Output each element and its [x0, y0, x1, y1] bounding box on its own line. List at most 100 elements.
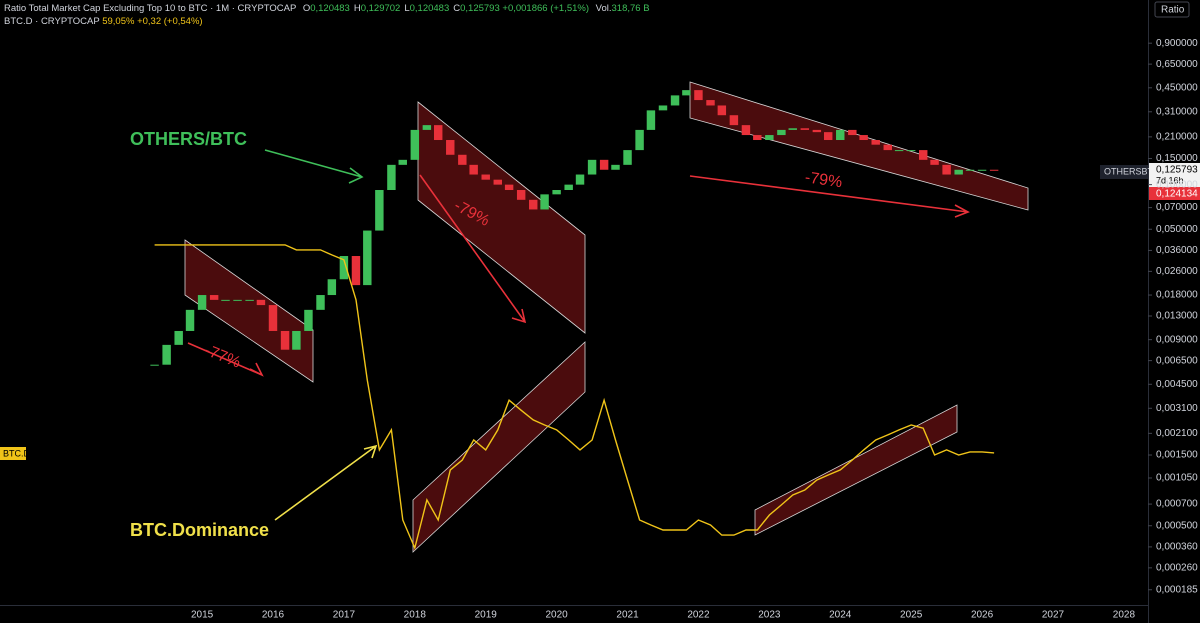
candle: [481, 174, 490, 180]
candle: [529, 199, 538, 210]
candle: [599, 159, 609, 170]
annotation: BTC.Dominance: [130, 520, 269, 540]
legend-title: Ratio Total Market Cap Excluding Top 10 …: [4, 3, 297, 14]
y-tick-label: 0,000500: [1156, 520, 1198, 531]
candle: [422, 125, 432, 130]
overlay-tag: [0, 447, 26, 460]
arrow: [274, 444, 378, 521]
candle: [635, 129, 644, 151]
channel: [689, 81, 1029, 211]
candle: [245, 299, 254, 301]
candle: [777, 129, 786, 136]
candle: [894, 150, 904, 152]
candle: [280, 330, 290, 350]
y-tick-label: 0,900000: [1156, 38, 1198, 49]
candle: [836, 129, 845, 141]
candle: [516, 190, 526, 200]
line: [154, 244, 995, 551]
candle: [812, 129, 822, 133]
candle: [375, 190, 384, 231]
y-tick-label: 0,013000: [1156, 311, 1198, 322]
candle: [753, 135, 762, 141]
x-tick-label: 2016: [262, 610, 285, 621]
legend-row: BTC.D · CRYPTOCAP 59,05% +0,32 (+0,54%): [4, 15, 650, 28]
candle: [646, 110, 656, 130]
x-tick-label: 2018: [404, 610, 427, 621]
candle: [292, 330, 301, 350]
x-tick-label: 2020: [546, 610, 569, 621]
y-tick-label: 0,001500: [1156, 450, 1198, 461]
x-tick-label: 2027: [1042, 610, 1065, 621]
low-tag: [1149, 187, 1200, 200]
marks: [150, 90, 999, 551]
candle: [446, 140, 455, 155]
x-tick-label: 2023: [758, 610, 781, 621]
y-tick-label: 0,026000: [1156, 266, 1198, 277]
overlay-value: 59,05%: [102, 16, 135, 27]
y-tick-label: 0,450000: [1156, 82, 1198, 93]
candle: [174, 330, 183, 345]
y-tick-label: 0,004500: [1156, 379, 1198, 390]
candle: [316, 295, 325, 310]
x-tick-label: 2019: [475, 610, 498, 621]
candle: [493, 179, 502, 185]
candle: [387, 164, 396, 191]
candle: [930, 159, 939, 165]
ohlc: O0,120483 H0,129702 L0,120483 C0,125793: [299, 3, 500, 14]
candle: [540, 194, 549, 210]
candle: [706, 100, 715, 106]
candle: [504, 184, 514, 191]
x-tick-label: 2017: [333, 610, 356, 621]
candle: [823, 132, 833, 141]
low-tag-value: 0,124134: [1156, 189, 1198, 200]
ohlc-value: 0,129702: [360, 3, 401, 14]
candle: [788, 128, 797, 130]
candle: [209, 295, 219, 300]
candle: [268, 305, 278, 331]
x-tick-label: 2015: [191, 610, 214, 621]
candle: [197, 295, 207, 310]
candle: [398, 159, 407, 165]
y-tick-label: 0,000360: [1156, 542, 1198, 553]
scale-button[interactable]: [1154, 1, 1190, 18]
candle: [162, 344, 171, 365]
annotation: OTHERS/BTC: [130, 129, 247, 149]
y-tick-label: 0,018000: [1156, 290, 1198, 301]
candle: [989, 169, 999, 171]
candle: [150, 364, 159, 366]
candle: [327, 279, 337, 296]
volume: 318,76 B: [611, 3, 650, 14]
volume-label: Vol.: [595, 3, 612, 14]
candle: [906, 150, 916, 152]
candle: [458, 154, 467, 165]
channel: [754, 404, 958, 536]
x-tick-label: 2026: [971, 610, 994, 621]
candle: [919, 150, 928, 160]
legend-change: +0,001866 (+1,51%): [502, 3, 590, 14]
overlay-name: BTC.D · CRYPTOCAP: [4, 16, 100, 27]
candle: [800, 128, 810, 130]
y-tick-label: 0,100000: [1156, 179, 1198, 190]
overlay-change: +0,32 (+0,54%): [137, 16, 203, 27]
candle: [363, 230, 372, 286]
x-tick-label: 2021: [616, 610, 639, 621]
candle: [658, 105, 668, 111]
candle: [221, 299, 230, 301]
y-tick-label: 0,001050: [1156, 473, 1198, 484]
y-tick-label: 0,009000: [1156, 334, 1198, 345]
scale-label[interactable]: Ratio: [1161, 5, 1185, 16]
y-tick-label: 0,310000: [1156, 106, 1198, 117]
candle: [351, 256, 361, 286]
y-tick-label: 0,650000: [1156, 59, 1198, 70]
candle: [587, 159, 597, 175]
y-tick-label: 0,070000: [1156, 202, 1198, 213]
candle: [859, 135, 868, 141]
candle: [871, 140, 880, 145]
candle: [623, 150, 632, 165]
candle: [304, 309, 313, 331]
candle: [741, 125, 751, 136]
arrow: [187, 342, 264, 377]
channel: [412, 341, 586, 553]
